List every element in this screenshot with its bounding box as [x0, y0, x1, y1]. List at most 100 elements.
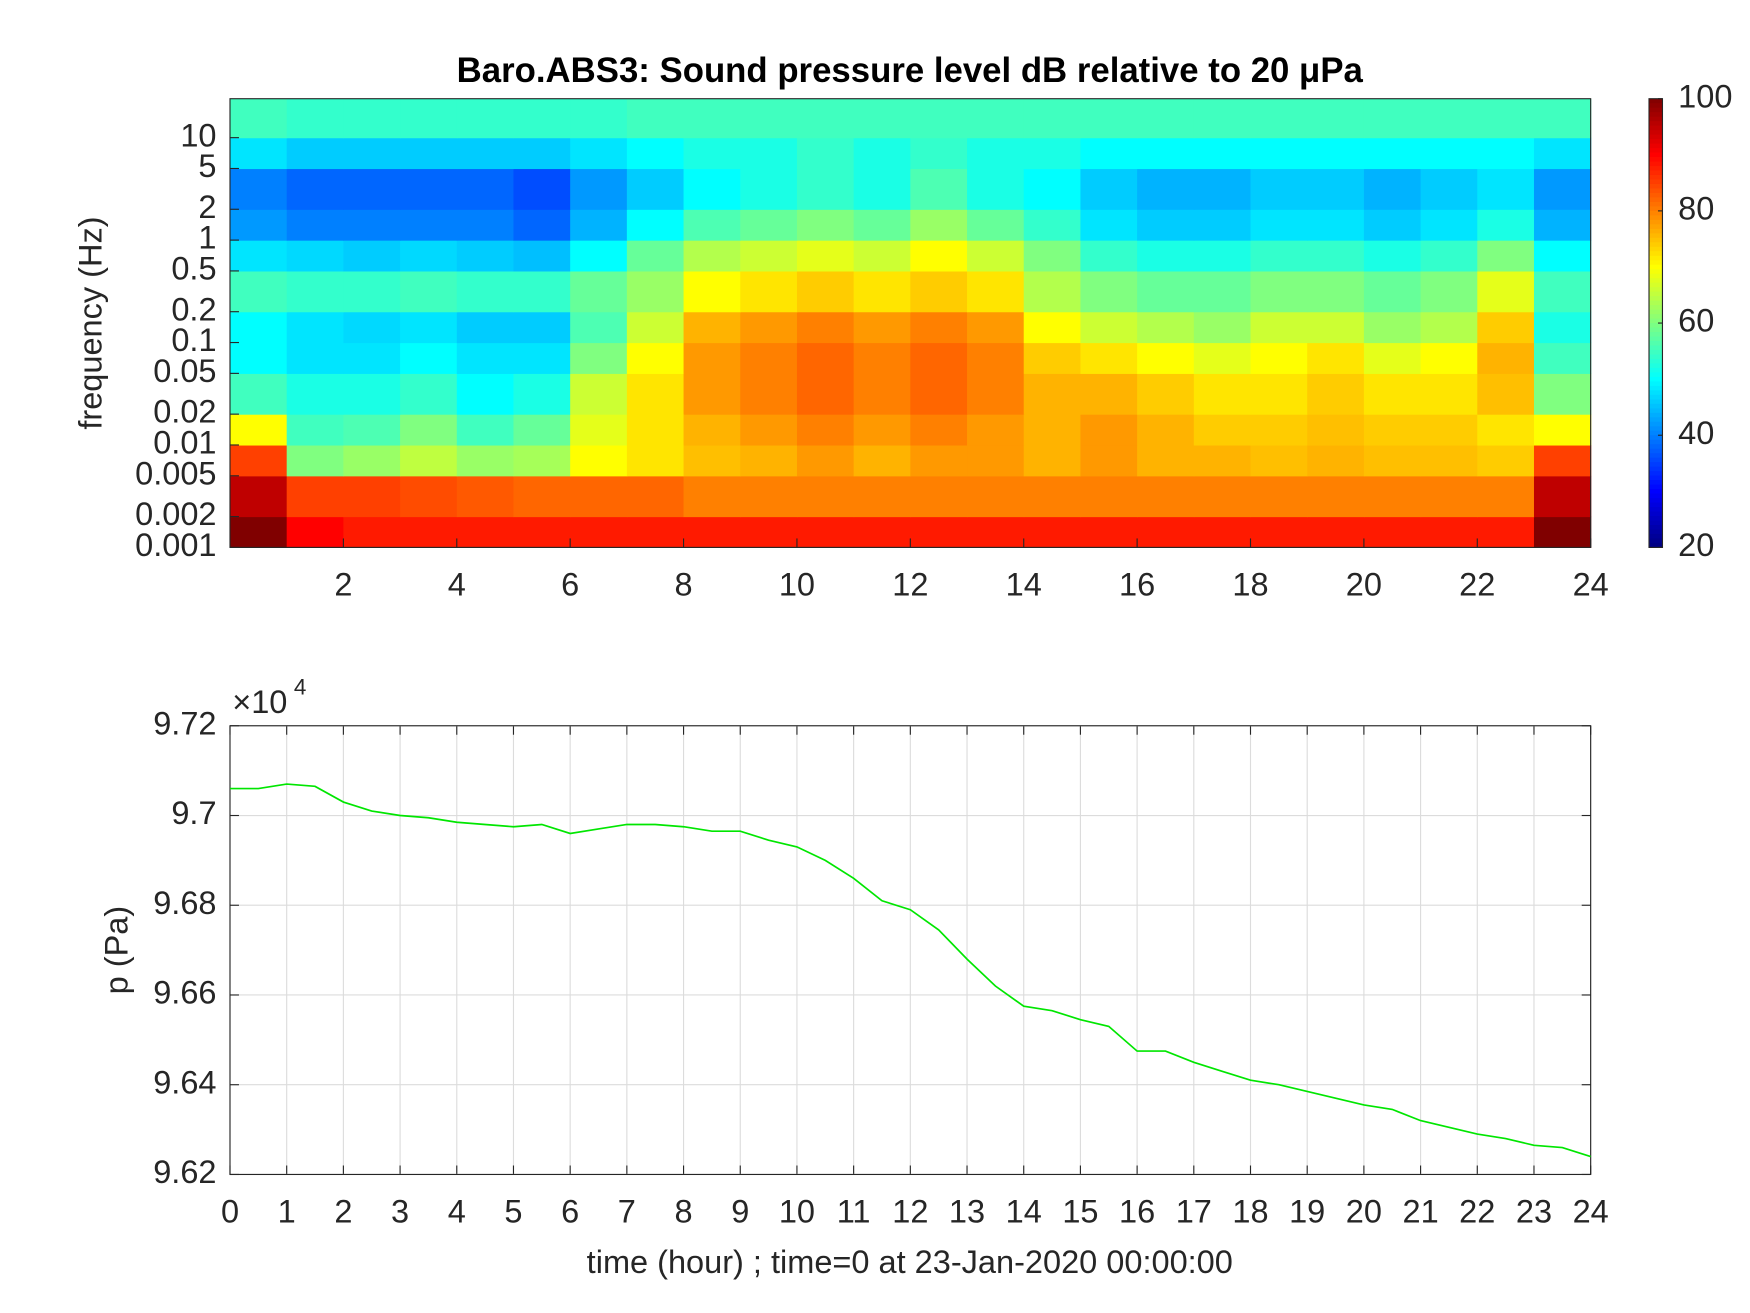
heatmap-cell: [683, 98, 741, 139]
colorbar-segment: [1649, 121, 1663, 127]
y-tick-label: 0.005: [135, 455, 216, 491]
heatmap-cell: [796, 444, 855, 477]
colorbar-segment: [1649, 471, 1663, 477]
x-tick-label: 4: [448, 1193, 466, 1229]
heatmap-cell: [1307, 444, 1365, 477]
heatmap-cell: [570, 209, 628, 241]
heatmap-cell: [853, 98, 911, 139]
heatmap-cell: [853, 311, 911, 344]
colorbar-segment: [1649, 179, 1663, 185]
x-tick-label: 14: [1006, 566, 1042, 602]
colorbar-segment: [1649, 466, 1663, 472]
heatmap-cell: [853, 270, 911, 313]
heatmap-cell: [740, 414, 798, 446]
colorbar-segment: [1649, 233, 1663, 239]
x-tick-label: 8: [675, 566, 693, 602]
y-tick-label: 9.64: [153, 1064, 216, 1100]
colorbar-segment: [1649, 174, 1663, 181]
heatmap-cell: [1363, 444, 1422, 477]
colorbar-segment: [1649, 453, 1663, 459]
colorbar-segment: [1649, 273, 1663, 279]
heatmap-cell: [1307, 342, 1365, 374]
heatmap-cell: [910, 270, 968, 313]
colorbar-segment: [1649, 192, 1663, 198]
colorbar-segment: [1649, 228, 1663, 234]
heatmap-cell: [1080, 475, 1138, 518]
heatmap-cell: [1307, 311, 1365, 344]
colorbar-segment: [1649, 489, 1663, 495]
heatmap-cell: [343, 137, 401, 170]
heatmap-cell: [1363, 240, 1422, 272]
heatmap-cell: [1080, 137, 1138, 170]
heatmap-cell: [229, 168, 288, 210]
colorbar-segment: [1649, 327, 1663, 333]
heatmap-cell: [740, 168, 798, 210]
heatmap-cell: [1193, 209, 1252, 241]
heatmap-cell: [1137, 98, 1195, 139]
heatmap-cell: [343, 475, 401, 518]
heatmap-cell: [286, 209, 344, 241]
colorbar-tick-label: 40: [1678, 415, 1714, 451]
x-tick-label: 2: [334, 566, 352, 602]
heatmap-cell: [513, 373, 571, 415]
colorbar-segment: [1649, 502, 1663, 508]
heatmap-cell: [1023, 373, 1081, 415]
heatmap-cell: [910, 311, 968, 344]
heatmap-cell: [1193, 475, 1252, 518]
colorbar-segment: [1649, 376, 1663, 382]
heatmap-cell: [1307, 209, 1365, 241]
heatmap-cell: [1250, 516, 1308, 548]
y-tick-label: 9.7: [171, 795, 216, 831]
heatmap-cell: [513, 137, 571, 170]
heatmap-cell: [456, 209, 515, 241]
colorbar-segment: [1649, 269, 1663, 275]
colorbar-segment: [1649, 484, 1663, 490]
heatmap-cell: [967, 137, 1025, 170]
heatmap-cell: [1080, 270, 1138, 313]
x-tick-label: 23: [1516, 1193, 1552, 1229]
y-axis-label: p (Pa): [99, 906, 135, 995]
heatmap-cell: [1477, 516, 1535, 548]
colorbar-segment: [1649, 107, 1663, 113]
heatmap-cell: [853, 240, 911, 272]
heatmap-cell: [1477, 342, 1535, 374]
heatmap-cell: [1533, 270, 1592, 313]
heatmap-cell: [1023, 444, 1081, 477]
heatmap-cell: [1250, 342, 1308, 374]
heatmap-cell: [400, 373, 458, 415]
heatmap-cell: [229, 414, 288, 446]
heatmap-cell: [1533, 168, 1592, 210]
heatmap-cell: [1533, 444, 1592, 477]
heatmap-cell: [343, 270, 401, 313]
heatmap-cell: [910, 137, 968, 170]
heatmap-cell: [286, 270, 344, 313]
axis-exponent-power: 4: [294, 675, 306, 700]
heatmap-cell: [853, 342, 911, 374]
colorbar-segment: [1649, 533, 1663, 539]
heatmap-cell: [570, 270, 628, 313]
heatmap-cell: [570, 414, 628, 446]
heatmap-cell: [513, 414, 571, 446]
heatmap-cell: [343, 209, 401, 241]
heatmap-cell: [910, 240, 968, 272]
heatmap-cell: [796, 168, 855, 210]
heatmap-cell: [1250, 414, 1308, 446]
y-tick-label: 9.66: [153, 975, 216, 1011]
colorbar-segment: [1649, 219, 1663, 225]
heatmap-cell: [740, 311, 798, 344]
y-tick-label: 0.001: [135, 527, 216, 563]
heatmap-cell: [400, 475, 458, 518]
heatmap-cell: [853, 516, 911, 548]
heatmap-cell: [796, 516, 855, 548]
heatmap-cell: [400, 240, 458, 272]
colorbar-tick-label: 80: [1678, 190, 1714, 226]
colorbar-segment: [1649, 210, 1663, 216]
heatmap-cell: [910, 516, 968, 548]
heatmap-cell: [1477, 240, 1535, 272]
heatmap-cell: [626, 137, 685, 170]
y-tick-label: 5: [198, 148, 216, 184]
colorbar-segment: [1649, 516, 1663, 522]
heatmap-cell: [1363, 373, 1422, 415]
heatmap-cell: [967, 475, 1025, 518]
x-tick-label: 11: [837, 1193, 871, 1229]
